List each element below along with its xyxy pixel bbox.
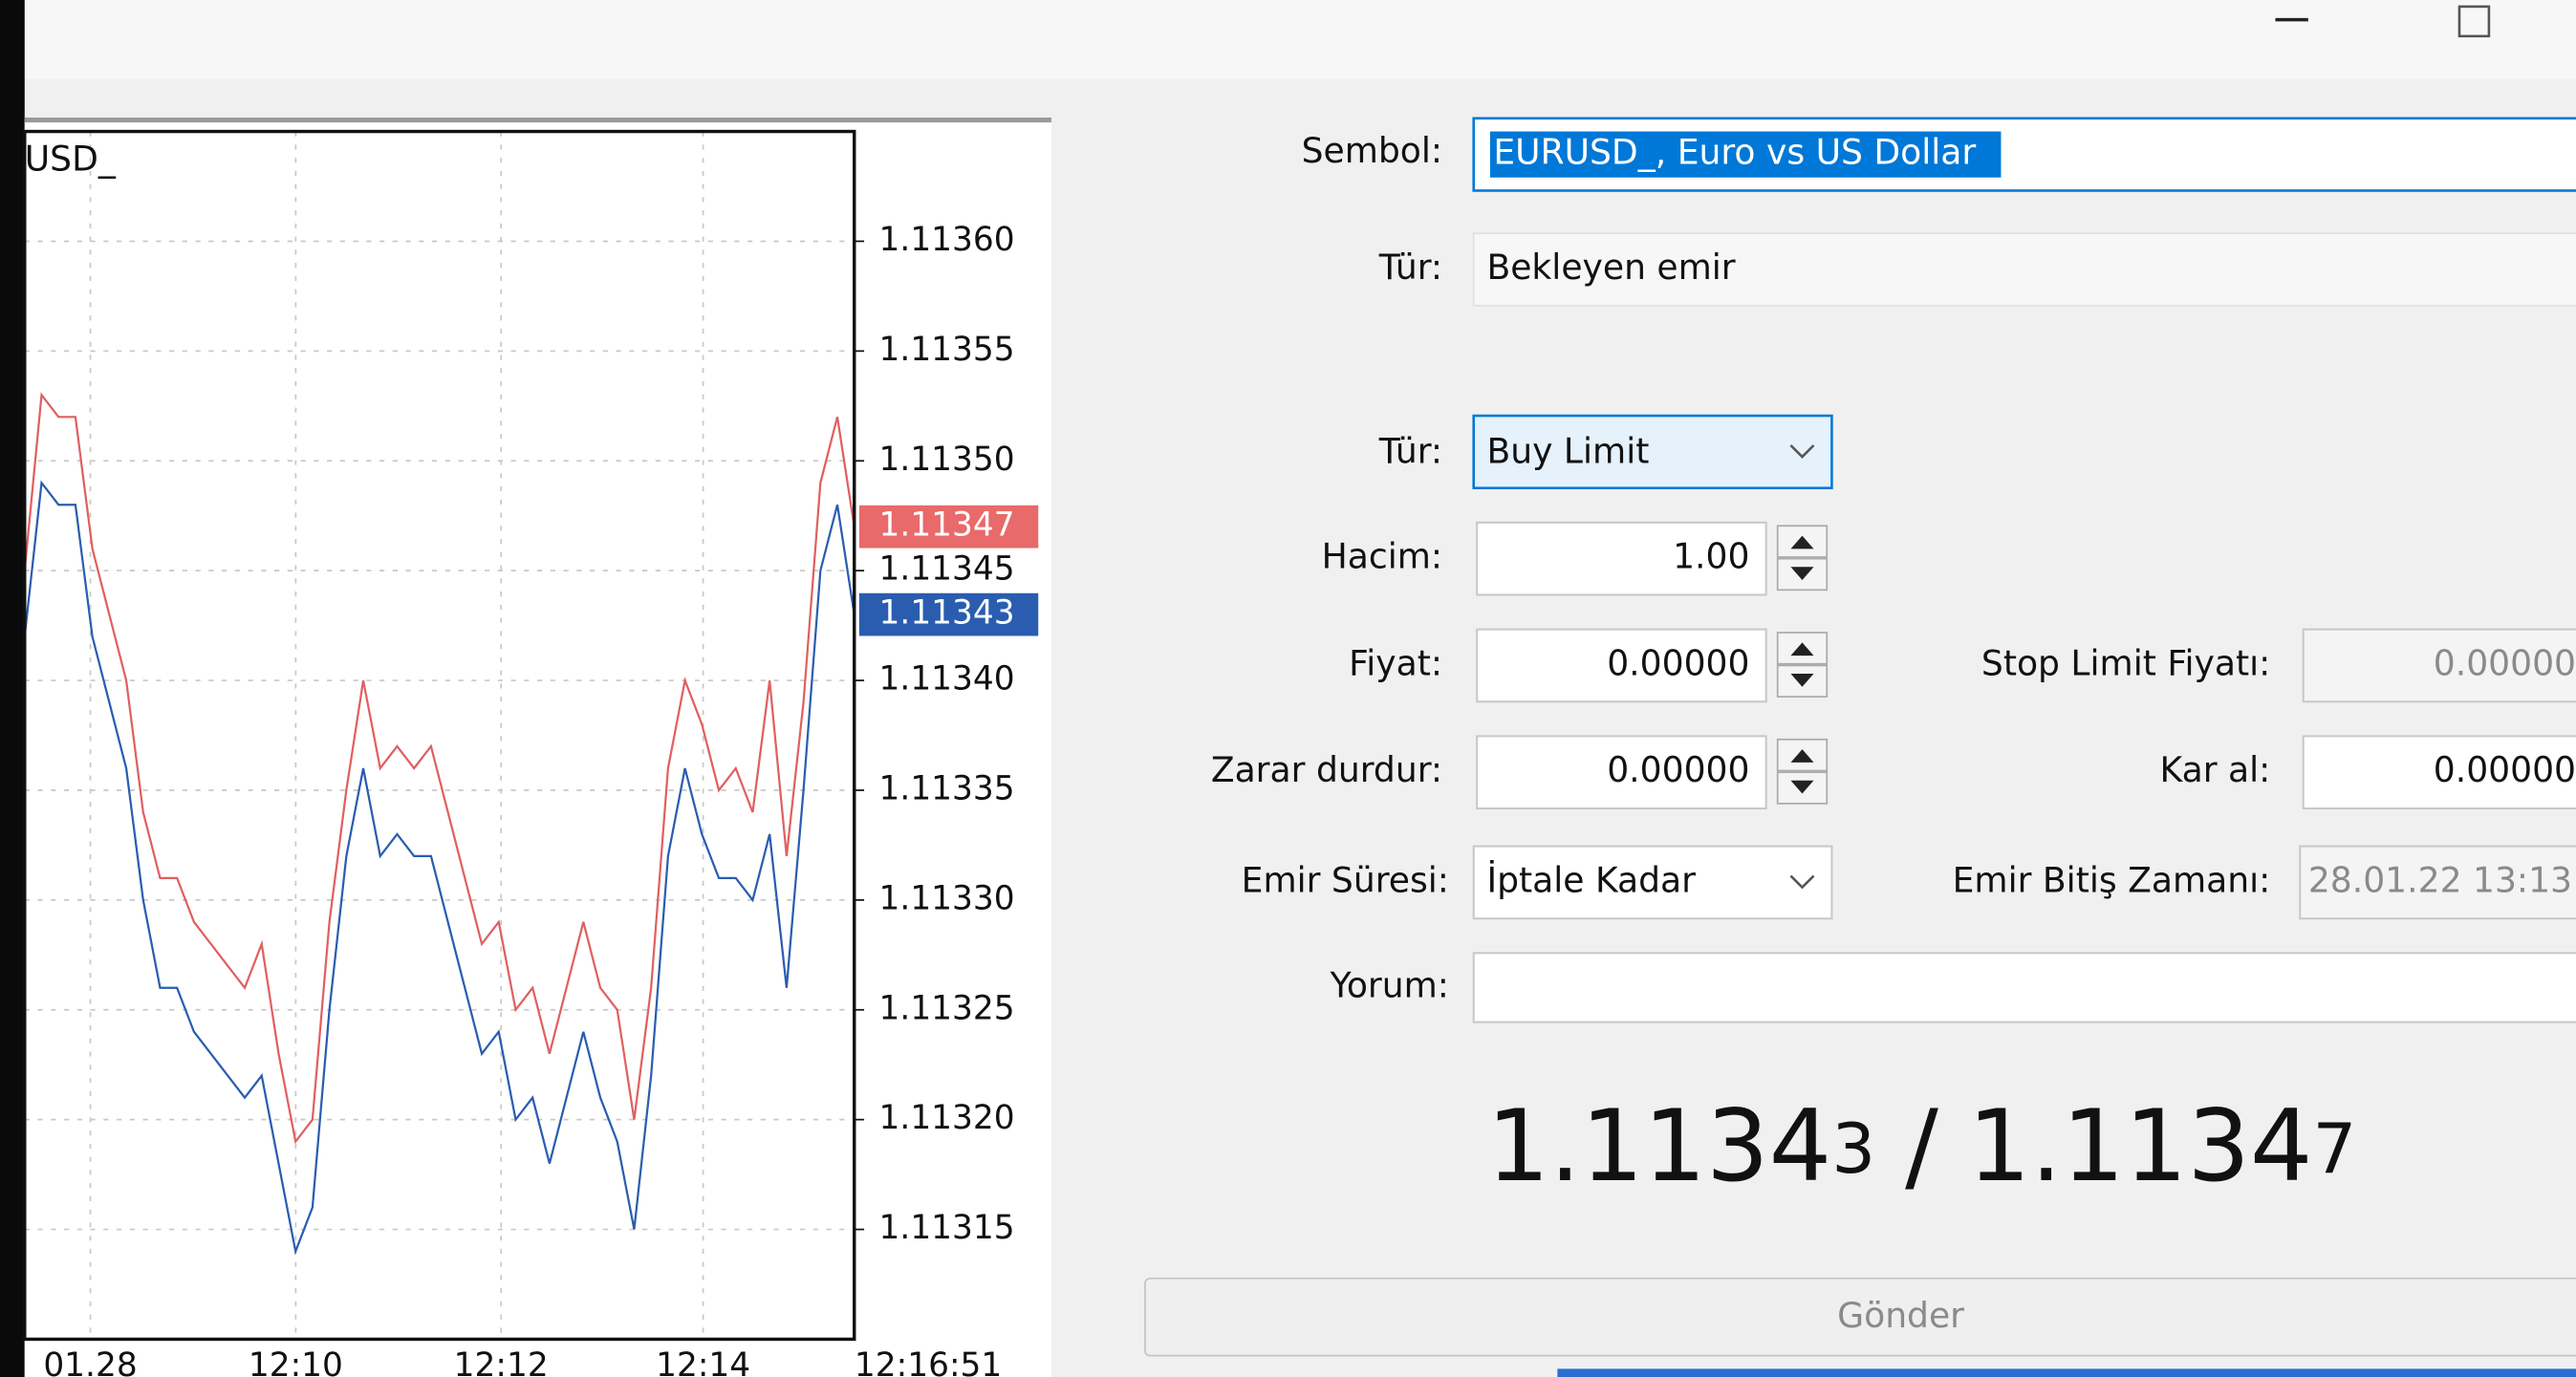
y-tick-label: 1.11360 (879, 221, 1015, 259)
price-line-bid (23, 480, 855, 1256)
symbol-label: Sembol: (1302, 130, 1442, 171)
ask-main: 1.1134 (1968, 1089, 2313, 1204)
stop-limit-label: Stop Limit Fiyatı: (1981, 642, 2270, 683)
y-tick-label: 1.11355 (879, 331, 1015, 369)
left-edge (0, 0, 25, 1377)
expiry-time-value: 28.01.22 13:13 (2308, 859, 2572, 900)
bid-pip: 3 (1831, 1109, 1875, 1190)
y-tick-label: 1.11315 (879, 1209, 1015, 1247)
spin-down-arrow (1790, 674, 1814, 687)
type-value: Bekleyen emir (1486, 247, 1735, 288)
stop-limit-input (2302, 628, 2576, 703)
expiry-time-input (2299, 845, 2576, 920)
price-value: 0.00000 (1607, 642, 1749, 683)
spin-up[interactable] (1776, 738, 1829, 772)
y-tick-label: 1.11345 (879, 550, 1015, 589)
comment-input[interactable] (1472, 952, 2576, 1023)
chart: 1.11360 1.11355 1.11350 1.11345 1.11340 1.113… (23, 131, 1039, 1377)
symbol-label: USD_ (25, 139, 117, 180)
x-tick-label: 12:12 (454, 1346, 549, 1377)
x-tick-label: 01.28 (43, 1346, 137, 1377)
y-tick-label: 1.11330 (879, 879, 1015, 917)
dropdown-chevron (1789, 444, 1815, 459)
spin-down-arrow (1790, 567, 1814, 581)
spin-up[interactable] (1776, 525, 1829, 558)
title-bar (0, 0, 2576, 79)
volume-value: 1.00 (1673, 536, 1749, 577)
price-label: Fiyat: (1349, 642, 1442, 683)
type-label: Tür: (1378, 247, 1442, 288)
take-profit-value: 0.00000 (2434, 749, 2576, 790)
price-marker-label: 1.11343 (879, 594, 1015, 633)
bid-main: 1.1134 (1486, 1089, 1831, 1204)
x-tick-label: 12:14 (656, 1346, 750, 1377)
price-marker (858, 592, 1039, 636)
price-marker (858, 505, 1039, 549)
price-input[interactable] (1476, 628, 1767, 703)
selection-highlight (1489, 131, 2002, 178)
dropdown-chevron (1789, 874, 1815, 890)
comment-label: Yorum: (1330, 964, 1449, 1005)
chart-panel (24, 118, 1051, 1377)
stop-loss-label: Zarar durdur: (1211, 749, 1442, 790)
spin-up-arrow (1790, 535, 1814, 549)
symbol-value: EURUSD_, Euro vs US Dollar (1493, 132, 1976, 173)
volume-input[interactable] (1476, 521, 1767, 596)
type-field[interactable] (1472, 232, 2576, 307)
take-profit-input[interactable] (2302, 735, 2576, 810)
order-type-label: Tür: (1378, 431, 1442, 472)
expiry-time-label: Emir Bitiş Zamanı: (1953, 859, 2271, 900)
expiry-value: İptale Kadar (1486, 859, 1696, 900)
price-line-ask (23, 392, 855, 1145)
quote-separator: / (1905, 1089, 1938, 1204)
ask-pip: 7 (2313, 1109, 2357, 1190)
y-tick-label: 1.11350 (879, 441, 1015, 479)
y-tick-label: 1.11320 (879, 1099, 1015, 1137)
x-tick-label: 12:16:51 (855, 1346, 1002, 1377)
y-tick-label: 1.11325 (879, 989, 1015, 1027)
stop-loss-input[interactable] (1476, 735, 1767, 810)
plot-frame (23, 129, 856, 1342)
stop-loss-value: 0.00000 (1607, 749, 1749, 790)
stop-limit-value: 0.00000 (2434, 642, 2576, 683)
x-tick-label: 12:10 (249, 1346, 343, 1377)
spin-up-arrow (1790, 642, 1814, 656)
y-tick-label: 1.11335 (879, 769, 1015, 807)
next-button-edge[interactable] (1557, 1368, 2576, 1377)
spin-down-arrow (1790, 780, 1814, 794)
spin-up-arrow (1790, 749, 1814, 763)
volume-label: Hacim: (1322, 536, 1442, 577)
order-type-value: Buy Limit (1486, 431, 1649, 472)
y-tick-label: 1.11340 (879, 660, 1015, 699)
maximize-button[interactable] (2457, 5, 2491, 38)
quote: 1.11343/1.11347 (1486, 1089, 2356, 1204)
expiry-dropdown[interactable] (1472, 845, 1833, 920)
submit-button[interactable] (1144, 1277, 2576, 1357)
submit-label: Gönder (1837, 1295, 1964, 1336)
order-type-dropdown[interactable] (1472, 414, 1833, 490)
price-marker-label: 1.11347 (879, 506, 1015, 545)
expiry-label: Emir Süresi: (1242, 859, 1449, 900)
take-profit-label: Kar al: (2160, 749, 2271, 790)
